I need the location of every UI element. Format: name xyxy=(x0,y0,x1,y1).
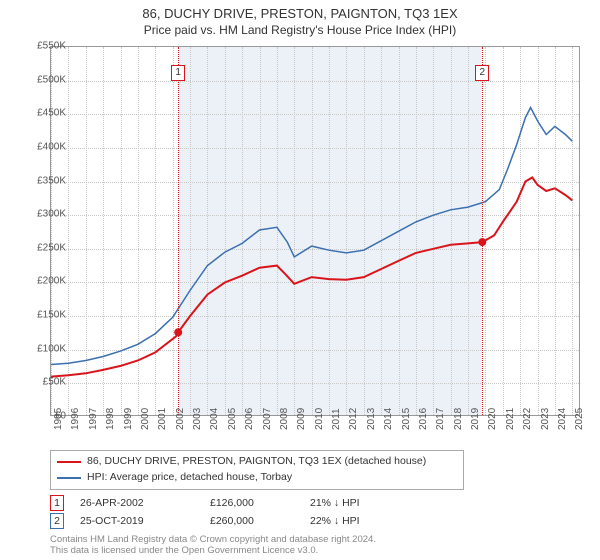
attribution-line: This data is licensed under the Open Gov… xyxy=(50,545,376,556)
sale-marker: 2 xyxy=(50,513,64,529)
x-axis-label: 2017 xyxy=(435,408,446,430)
chart-title: 86, DUCHY DRIVE, PRESTON, PAIGNTON, TQ3 … xyxy=(0,0,600,21)
y-axis-label: £500K xyxy=(37,74,66,85)
x-axis-label: 2005 xyxy=(227,408,238,430)
x-axis-label: 1995 xyxy=(53,408,64,430)
price-chart: 86, DUCHY DRIVE, PRESTON, PAIGNTON, TQ3 … xyxy=(0,0,600,560)
x-axis-label: 2025 xyxy=(574,408,585,430)
y-axis-label: £550K xyxy=(37,41,66,52)
y-axis-label: £250K xyxy=(37,242,66,253)
x-axis-label: 2024 xyxy=(557,408,568,430)
y-axis-label: £400K xyxy=(37,141,66,152)
x-axis-label: 2022 xyxy=(522,408,533,430)
chart-lines xyxy=(51,47,579,415)
x-axis-label: 1998 xyxy=(105,408,116,430)
sale-event-line xyxy=(482,47,483,415)
legend-label: 86, DUCHY DRIVE, PRESTON, PAIGNTON, TQ3 … xyxy=(87,454,426,470)
attribution-line: Contains HM Land Registry data © Crown c… xyxy=(50,534,376,545)
legend-item-hpi: HPI: Average price, detached house, Torb… xyxy=(57,470,457,486)
x-axis-label: 2003 xyxy=(192,408,203,430)
x-axis-label: 2016 xyxy=(418,408,429,430)
sale-vs-hpi: 21% ↓ HPI xyxy=(310,497,430,509)
chart-subtitle: Price paid vs. HM Land Registry's House … xyxy=(0,21,600,37)
x-axis-label: 2013 xyxy=(366,408,377,430)
y-axis-label: £450K xyxy=(37,108,66,119)
sale-price: £126,000 xyxy=(210,497,310,509)
x-axis-label: 2007 xyxy=(262,408,273,430)
x-axis-label: 2011 xyxy=(331,408,342,430)
legend-swatch xyxy=(57,461,81,463)
x-axis-label: 2004 xyxy=(209,408,220,430)
x-axis-label: 2020 xyxy=(487,408,498,430)
legend: 86, DUCHY DRIVE, PRESTON, PAIGNTON, TQ3 … xyxy=(50,450,464,490)
x-axis-label: 2018 xyxy=(453,408,464,430)
x-axis-label: 1997 xyxy=(88,408,99,430)
x-axis-label: 2019 xyxy=(470,408,481,430)
x-axis-label: 2021 xyxy=(505,408,516,430)
x-axis-label: 2000 xyxy=(140,408,151,430)
y-axis-label: £350K xyxy=(37,175,66,186)
sale-marker: 1 xyxy=(50,495,64,511)
x-axis-label: 2014 xyxy=(383,408,394,430)
y-axis-label: £100K xyxy=(37,343,66,354)
series-price_paid xyxy=(51,178,572,377)
x-axis-label: 2023 xyxy=(540,408,551,430)
table-row: 1 26-APR-2002 £126,000 21% ↓ HPI xyxy=(50,494,430,512)
legend-item-price: 86, DUCHY DRIVE, PRESTON, PAIGNTON, TQ3 … xyxy=(57,454,457,470)
sale-vs-hpi: 22% ↓ HPI xyxy=(310,515,430,527)
y-axis-label: £200K xyxy=(37,276,66,287)
x-axis-label: 2006 xyxy=(244,408,255,430)
x-axis-label: 1999 xyxy=(123,408,134,430)
x-axis-label: 1996 xyxy=(70,408,81,430)
legend-swatch xyxy=(57,477,81,479)
x-axis-label: 2008 xyxy=(279,408,290,430)
y-axis-label: £150K xyxy=(37,310,66,321)
plot-area: 12 xyxy=(50,46,580,416)
sale-date: 26-APR-2002 xyxy=(80,497,210,509)
x-axis-label: 2009 xyxy=(296,408,307,430)
sale-event-marker: 2 xyxy=(475,65,489,81)
x-axis-label: 2001 xyxy=(157,408,168,430)
sale-event-line xyxy=(178,47,179,415)
sales-table: 1 26-APR-2002 £126,000 21% ↓ HPI 2 25-OC… xyxy=(50,494,430,530)
x-axis-label: 2010 xyxy=(314,408,325,430)
sale-price: £260,000 xyxy=(210,515,310,527)
x-axis-label: 2015 xyxy=(401,408,412,430)
attribution: Contains HM Land Registry data © Crown c… xyxy=(50,534,376,557)
legend-label: HPI: Average price, detached house, Torb… xyxy=(87,470,292,486)
y-axis-label: £50K xyxy=(43,377,66,388)
sale-event-marker: 1 xyxy=(171,65,185,81)
table-row: 2 25-OCT-2019 £260,000 22% ↓ HPI xyxy=(50,512,430,530)
x-axis-label: 2002 xyxy=(175,408,186,430)
y-axis-label: £300K xyxy=(37,209,66,220)
sale-date: 25-OCT-2019 xyxy=(80,515,210,527)
x-axis-label: 2012 xyxy=(348,408,359,430)
